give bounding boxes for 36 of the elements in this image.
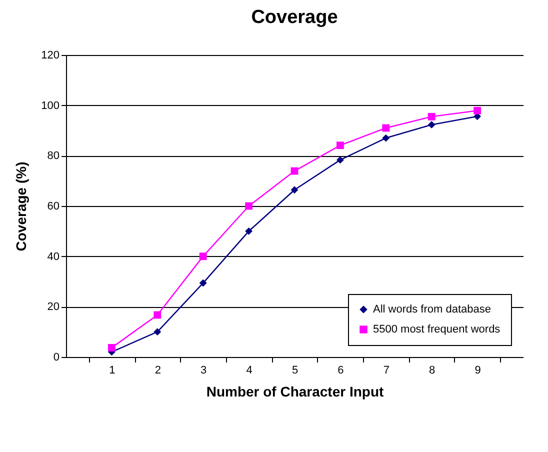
point — [382, 124, 390, 132]
point — [154, 328, 162, 336]
point — [336, 142, 344, 150]
point — [108, 344, 116, 352]
point — [199, 252, 207, 260]
x-tick-label: 8 — [429, 364, 436, 376]
x-tick-label: 7 — [383, 364, 390, 376]
y-tick-label: 80 — [47, 150, 60, 162]
x-tick-label: 6 — [338, 364, 344, 376]
point — [154, 311, 162, 319]
y-tick-label: 40 — [47, 250, 60, 263]
y-tick-label: 100 — [41, 100, 60, 112]
point — [382, 134, 390, 142]
chart-title: Coverage — [251, 7, 338, 28]
point — [245, 202, 253, 210]
x-tick-label: 5 — [292, 364, 298, 376]
legend-label: All words from database — [373, 304, 491, 316]
point — [428, 112, 436, 120]
point — [336, 156, 344, 164]
x-tick-label: 3 — [200, 364, 207, 376]
y-tick-label: 20 — [47, 301, 60, 314]
x-tick-label: 2 — [154, 364, 161, 376]
point — [245, 227, 253, 235]
x-tick-label: 4 — [246, 364, 252, 376]
point — [474, 106, 482, 114]
point — [428, 121, 436, 128]
point — [199, 279, 207, 287]
x-axis-title: Number of Character Input — [206, 384, 384, 400]
point — [290, 186, 298, 194]
x-tick-label: 1 — [109, 364, 116, 376]
x-tick-label: 9 — [474, 364, 481, 376]
y-tick-label: 0 — [53, 352, 60, 364]
y-tick-label: 60 — [47, 200, 60, 212]
y-tick-label: 120 — [41, 50, 60, 62]
legend-label: 5500 most frequent words — [373, 324, 501, 336]
y-axis-title: Coverage (%) — [13, 162, 30, 252]
